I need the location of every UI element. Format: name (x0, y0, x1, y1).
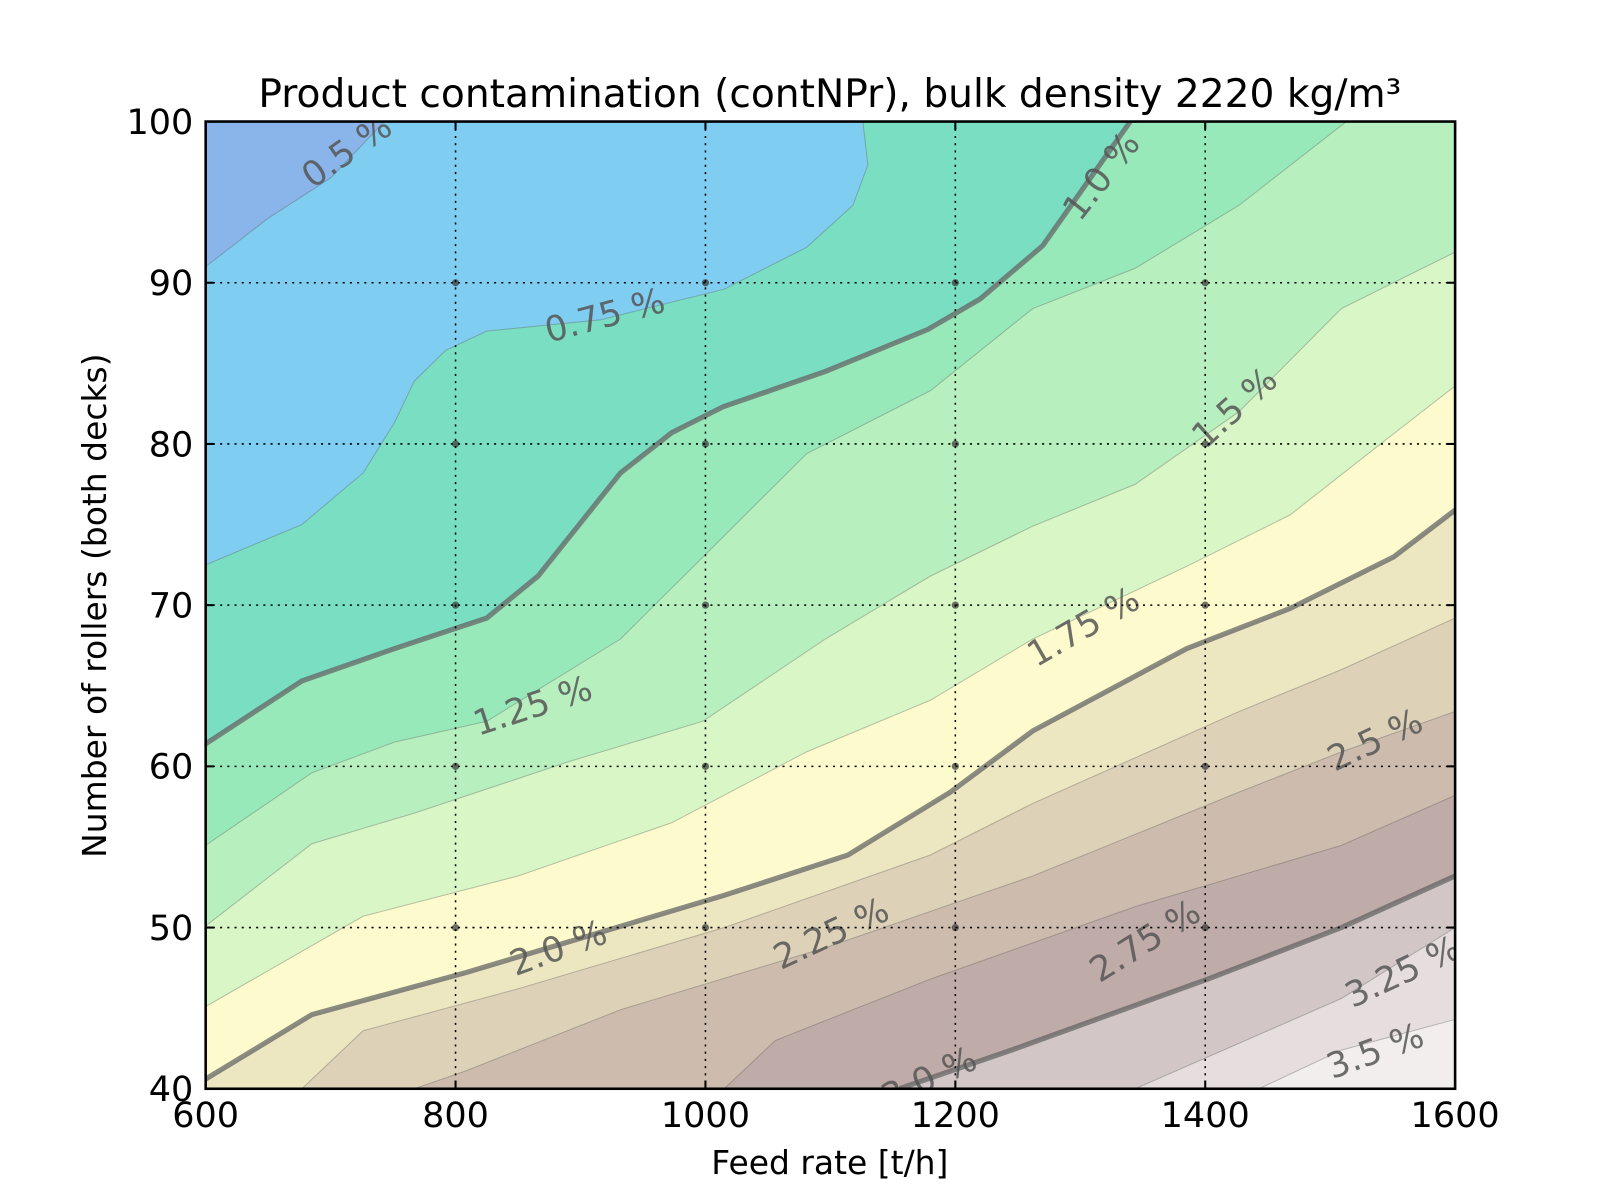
contour-band (205, 121, 1456, 1089)
x-tick-label: 600 (172, 1095, 239, 1136)
contour-line (205, 507, 1456, 1082)
sample-point (951, 923, 959, 932)
contour-line (205, 385, 1456, 1007)
sample-point (701, 279, 710, 287)
y-tick-label: 40 (149, 1069, 194, 1110)
x-tick-label: 1200 (911, 1095, 1000, 1136)
contour-line (414, 711, 1456, 1089)
chart-title: Product contamination (contNPr), bulk de… (258, 72, 1401, 117)
contour-line (898, 873, 1456, 1089)
x-tick-label: 800 (422, 1095, 489, 1136)
sample-point (451, 762, 460, 770)
sample-point (1201, 440, 1209, 448)
y-tick-label: 100 (126, 102, 193, 143)
x-tick-label: 1600 (1411, 1095, 1500, 1136)
x-tick-label: 1000 (661, 1095, 750, 1136)
sample-point (951, 279, 959, 287)
contour-line (205, 251, 1456, 927)
plot-area: 0.5 %0.75 %1.0 %1.25 %1.5 %1.75 %2.0 % 2.… (205, 121, 1456, 1089)
sample-point (701, 923, 710, 932)
sample-point (1201, 923, 1209, 932)
y-tick-label: 70 (149, 586, 194, 627)
sample-point (951, 762, 959, 770)
y-axis-label: Number of rollers (both decks) (75, 353, 114, 857)
sample-point (451, 923, 460, 932)
y-tick-label: 90 (149, 263, 194, 304)
y-tick-label: 50 (149, 908, 194, 949)
sample-point (701, 440, 710, 448)
contour-band (205, 121, 1456, 1089)
y-tick-label: 80 (149, 424, 194, 465)
contour-line (205, 121, 869, 566)
contour-line (1135, 927, 1456, 1089)
x-axis-label: Feed rate [t/h] (711, 1143, 948, 1182)
sample-point (701, 762, 710, 770)
contour-line (205, 121, 385, 268)
sample-point (1201, 762, 1209, 770)
sample-point (1201, 279, 1209, 287)
contour-line (723, 794, 1456, 1089)
y-tick-label: 60 (149, 747, 194, 788)
sample-point (451, 440, 460, 448)
x-tick-label: 1400 (1161, 1095, 1250, 1136)
contour-line (205, 121, 1133, 746)
contour-line (1258, 1018, 1456, 1089)
sample-point (951, 440, 959, 448)
plot-frame (204, 120, 1457, 1091)
contour-line (301, 617, 1456, 1089)
contour-line (205, 121, 1347, 846)
sample-point (451, 279, 460, 287)
